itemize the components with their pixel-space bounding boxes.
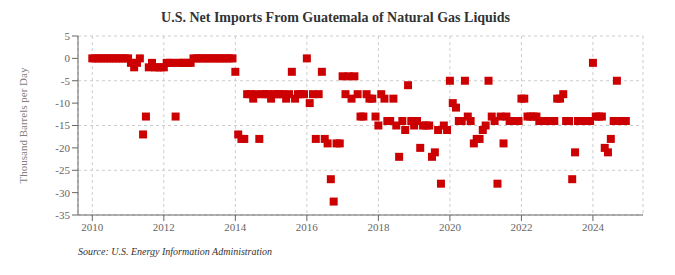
svg-text:2024: 2024 — [582, 221, 605, 233]
svg-text:2020: 2020 — [439, 221, 462, 233]
svg-text:2016: 2016 — [296, 221, 319, 233]
svg-text:0: 0 — [65, 52, 71, 64]
svg-text:-10: -10 — [55, 97, 70, 109]
svg-text:Thousand Barrels per Day: Thousand Barrels per Day — [17, 67, 29, 183]
svg-text:2010: 2010 — [81, 221, 104, 233]
svg-text:5: 5 — [65, 30, 71, 42]
svg-text:2018: 2018 — [367, 221, 390, 233]
svg-text:-15: -15 — [55, 119, 70, 131]
html-text:U.S. Net Imports From Guatemal: U.S. Net Imports From Guatemala of Natur… — [161, 10, 510, 25]
html-text:Source: U.S. Energy Informatio: Source: U.S. Energy Information Administ… — [78, 246, 273, 257]
svg-text:2014: 2014 — [224, 221, 247, 233]
svg-text:-20: -20 — [55, 142, 70, 154]
svg-text:2012: 2012 — [153, 221, 175, 233]
svg-text:-5: -5 — [61, 75, 71, 87]
svg-text:-25: -25 — [55, 164, 70, 176]
svg-text:-30: -30 — [55, 187, 70, 199]
svg-text:2022: 2022 — [510, 221, 532, 233]
svg-text:-35: -35 — [55, 209, 70, 221]
